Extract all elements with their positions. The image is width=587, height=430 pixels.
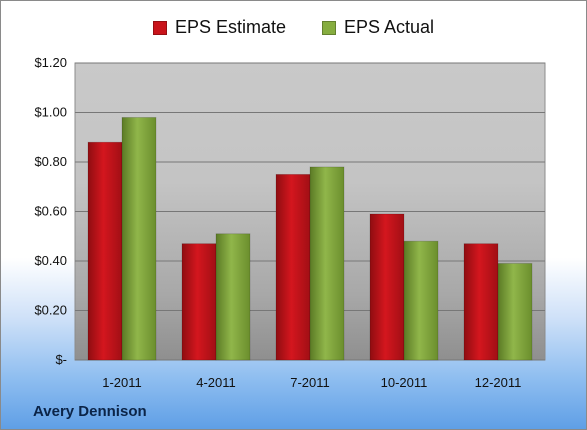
actual-bar xyxy=(215,233,251,361)
actual-bar xyxy=(403,240,439,361)
estimate-bar xyxy=(369,213,405,361)
y-tick-label: $- xyxy=(55,352,67,367)
y-tick-label: $1.00 xyxy=(34,105,67,120)
x-tick-label: 10-2011 xyxy=(381,375,428,390)
x-tick-label: 12-2011 xyxy=(475,375,522,390)
x-tick-label: 1-2011 xyxy=(102,375,142,390)
estimate-bar xyxy=(463,243,499,361)
legend-item-actual: EPS Actual xyxy=(321,17,435,38)
legend-label-actual: EPS Actual xyxy=(343,17,435,37)
estimate-bar xyxy=(181,243,217,361)
y-tick-label: $0.20 xyxy=(34,303,67,318)
actual-bar xyxy=(309,166,345,361)
estimate-bar xyxy=(275,173,311,361)
y-tick-label: $1.20 xyxy=(34,55,67,70)
actual-bar xyxy=(121,117,157,361)
legend-label-estimate: EPS Estimate xyxy=(174,17,286,37)
x-tick-label: 7-2011 xyxy=(290,375,330,390)
x-tick-label: 4-2011 xyxy=(196,375,236,390)
y-tick-label: $0.80 xyxy=(34,154,67,169)
legend: EPS Estimate EPS Actual xyxy=(1,17,586,38)
company-label: Avery Dennison xyxy=(33,403,147,420)
actual-bar xyxy=(497,263,533,361)
y-tick-label: $0.60 xyxy=(34,204,67,219)
estimate-bar xyxy=(87,141,123,361)
legend-item-estimate: EPS Estimate xyxy=(152,17,286,38)
y-tick-label: $0.40 xyxy=(34,253,67,268)
legend-swatch-actual xyxy=(321,20,336,35)
legend-swatch-estimate xyxy=(152,20,167,35)
